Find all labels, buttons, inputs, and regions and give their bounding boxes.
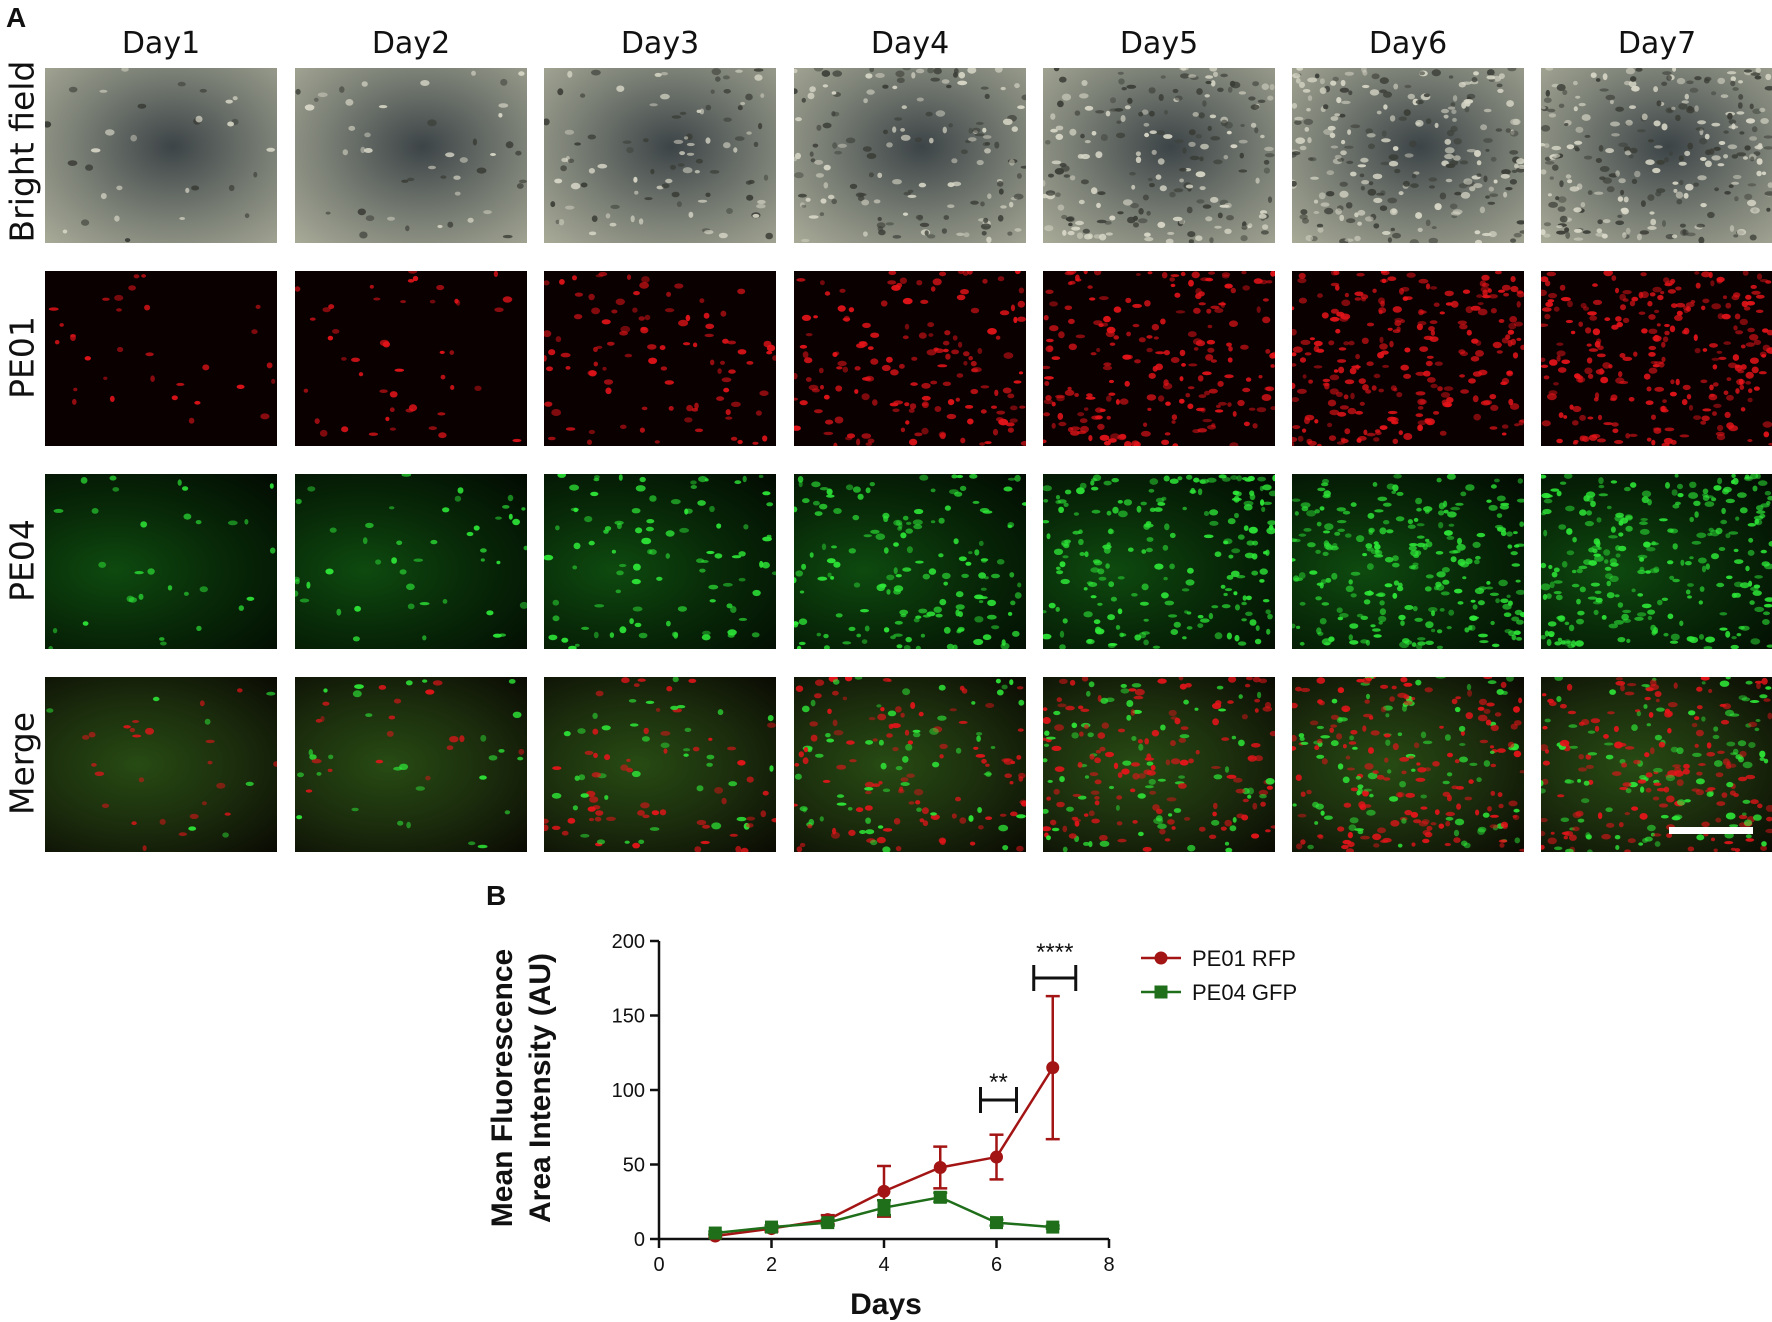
y-tick-label: 0: [634, 1229, 645, 1251]
y-axis-title-line: Area Intensity (AU): [524, 953, 557, 1223]
legend-label: PE01 RFP: [1192, 946, 1296, 971]
x-tick-label: 2: [766, 1254, 777, 1276]
legend-label: PE04 GFP: [1192, 980, 1297, 1005]
data-point: [933, 1160, 947, 1174]
micrograph-merge-day3: [544, 677, 776, 852]
x-tick-label: 4: [878, 1254, 889, 1276]
data-point: [821, 1216, 835, 1230]
data-point: [1046, 1220, 1060, 1234]
panel-b-letter: B: [486, 880, 507, 911]
y-tick-label: 50: [623, 1155, 645, 1177]
micrograph-pe04-day2: [295, 474, 527, 649]
micrograph-pe01-day3: [544, 271, 776, 446]
micrograph-pe04-day1: [45, 474, 277, 649]
column-label-day4: Day4: [870, 26, 950, 61]
sig-label: **: [989, 1069, 1008, 1096]
x-tick-label: 6: [991, 1254, 1002, 1276]
y-tick-label: 100: [612, 1080, 645, 1102]
y-tick-label: 200: [612, 931, 645, 953]
data-point: [877, 1184, 891, 1198]
y-tick-label: 150: [612, 1006, 645, 1028]
micrograph-merge-day5: [1043, 677, 1275, 852]
micrograph-bright-field-day4: [794, 68, 1026, 243]
micrograph-bright-field-day2: [295, 68, 527, 243]
micrograph-bright-field-day6: [1292, 68, 1524, 243]
micrograph-bright-field-day5: [1043, 68, 1275, 243]
micrograph-pe04-day5: [1043, 474, 1275, 649]
series-pe04-gfp: [708, 1190, 1060, 1240]
x-tick-label: 0: [653, 1254, 664, 1276]
column-label-day6: Day6: [1368, 26, 1448, 61]
column-label-day7: Day7: [1617, 26, 1697, 61]
x-tick-label: 8: [1103, 1254, 1114, 1276]
column-label-day5: Day5: [1119, 26, 1199, 61]
legend-marker: [1154, 951, 1168, 965]
micrograph-merge-day6: [1292, 677, 1524, 852]
micrograph-pe04-day6: [1292, 474, 1524, 649]
legend-marker: [1154, 985, 1168, 999]
micrograph-bright-field-day1: [45, 68, 277, 243]
scale-bar: [1669, 827, 1753, 834]
micrograph-pe01-day4: [794, 271, 1026, 446]
micrograph-pe01-day5: [1043, 271, 1275, 446]
micrograph-pe01-day7: [1541, 271, 1772, 446]
column-label-day2: Day2: [371, 26, 451, 61]
data-point: [1046, 1061, 1060, 1075]
column-label-day3: Day3: [620, 26, 700, 61]
data-point: [877, 1201, 891, 1215]
data-point: [933, 1190, 947, 1204]
legend: PE01 RFP PE04 GFP: [1141, 946, 1297, 1005]
micrograph-merge-day4: [794, 677, 1026, 852]
micrograph-pe01-day6: [1292, 271, 1524, 446]
micrograph-bright-field-day7: [1541, 68, 1772, 243]
data-point: [990, 1216, 1003, 1230]
micrograph-pe01-day2: [295, 271, 527, 446]
data-point: [765, 1220, 778, 1234]
micrograph-pe04-day4: [794, 474, 1026, 649]
significance-marker: ****: [1032, 939, 1078, 991]
micrograph-merge-day1: [45, 677, 277, 852]
significance-marker: **: [979, 1069, 1018, 1113]
y-axis-title-line: Mean Fluorescence: [486, 949, 519, 1227]
x-axis-title: Days: [850, 1288, 922, 1321]
micrograph-pe01-day1: [45, 271, 277, 446]
panel-a-letter: A: [6, 2, 27, 33]
sig-label: ****: [1036, 939, 1073, 966]
micrograph-pe04-day3: [544, 474, 776, 649]
micrograph-pe04-day7: [1541, 474, 1772, 649]
column-label-day1: Day1: [121, 26, 201, 61]
y-axis-title: Mean Fluorescence Area Intensity (AU): [486, 949, 557, 1227]
micrograph-bright-field-day3: [544, 68, 776, 243]
micrograph-merge-day2: [295, 677, 527, 852]
data-point: [990, 1150, 1003, 1164]
data-point: [708, 1226, 722, 1240]
micrograph-merge-day7: [1541, 677, 1772, 852]
